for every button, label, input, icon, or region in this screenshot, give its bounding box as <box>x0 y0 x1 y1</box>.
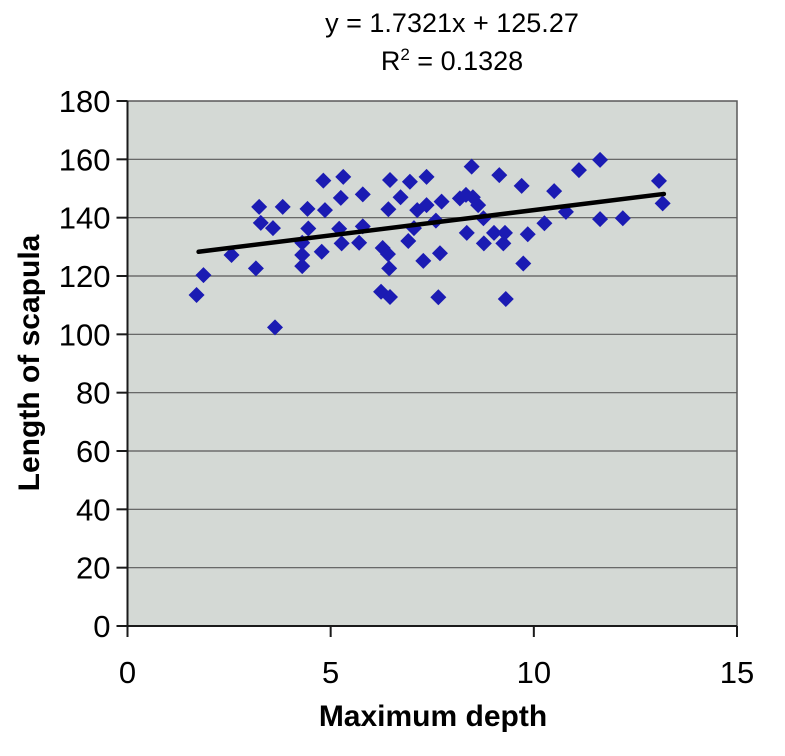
data-point <box>252 214 269 231</box>
x-tick-label-5: 5 <box>322 655 339 690</box>
trendline <box>196 191 667 255</box>
r-squared-rest: = 0.1328 <box>409 46 524 76</box>
data-point <box>188 286 205 303</box>
data-point <box>614 210 631 227</box>
y-tick-label-120: 120 <box>59 259 111 294</box>
data-point <box>266 319 283 336</box>
data-point <box>294 258 311 275</box>
data-point <box>351 234 368 251</box>
y-tick-label-40: 40 <box>76 492 110 527</box>
data-point <box>316 202 333 219</box>
data-point <box>381 172 398 189</box>
data-point <box>418 168 435 185</box>
data-point <box>392 189 409 206</box>
data-point <box>379 246 396 263</box>
data-point <box>380 201 397 218</box>
r-squared-value: R2 = 0.1328 <box>147 44 757 78</box>
trendline-equation: y = 1.7321x + 125.27 <box>325 8 579 38</box>
data-point <box>418 197 435 214</box>
data-point <box>274 198 291 215</box>
data-point <box>335 168 352 185</box>
r-squared-base: R <box>380 46 401 76</box>
chart-title: y = 1.7321x + 125.27 R2 = 0.1328 <box>147 6 757 78</box>
data-point <box>470 197 487 214</box>
y-tick-label-80: 80 <box>76 376 110 411</box>
data-point <box>491 167 508 184</box>
data-point <box>313 243 330 260</box>
data-point <box>515 255 532 272</box>
x-tick-label-0: 0 <box>119 655 136 690</box>
y-tick-label-20: 20 <box>76 551 110 586</box>
y-tick-label-160: 160 <box>59 142 111 177</box>
data-point <box>592 151 609 168</box>
data-point <box>519 226 536 243</box>
data-point <box>247 260 264 277</box>
data-point <box>486 224 503 241</box>
data-point <box>536 215 553 232</box>
data-point <box>299 200 316 217</box>
data-point <box>400 233 417 249</box>
data-point <box>496 224 513 241</box>
data-point <box>381 260 398 277</box>
data-point <box>401 173 418 190</box>
data-point <box>195 267 212 284</box>
data-point <box>463 158 480 175</box>
x-tick-label-15: 15 <box>720 655 754 690</box>
data-point <box>223 247 240 263</box>
data-point <box>513 177 530 194</box>
data-point <box>430 289 447 306</box>
data-point <box>433 193 450 210</box>
r-squared-exponent: 2 <box>400 45 410 64</box>
data-point <box>570 162 587 179</box>
y-tick-label-180: 180 <box>59 84 111 119</box>
x-axis-title: Maximum depth <box>318 700 548 733</box>
data-point <box>354 186 371 203</box>
y-tick-label-100: 100 <box>59 317 111 352</box>
data-point <box>497 291 514 308</box>
data-point <box>431 245 448 262</box>
data-point <box>251 198 268 215</box>
data-point <box>592 211 609 228</box>
plot-area <box>126 100 738 627</box>
y-tick-label-60: 60 <box>76 434 110 469</box>
x-tick-label-10: 10 <box>517 655 551 690</box>
data-point <box>264 220 281 237</box>
y-tick-label-0: 0 <box>93 609 110 644</box>
data-point <box>300 220 317 237</box>
data-point <box>333 235 350 252</box>
data-point <box>650 172 667 189</box>
data-point <box>546 183 563 200</box>
data-point <box>654 195 671 212</box>
data-point <box>332 189 349 206</box>
data-point <box>381 289 398 305</box>
data-point <box>475 235 492 252</box>
data-point <box>458 224 475 241</box>
data-point <box>294 247 311 263</box>
data-point <box>495 235 512 252</box>
data-point <box>315 172 332 189</box>
data-point <box>415 252 432 269</box>
y-tick-label-140: 140 <box>59 201 111 236</box>
